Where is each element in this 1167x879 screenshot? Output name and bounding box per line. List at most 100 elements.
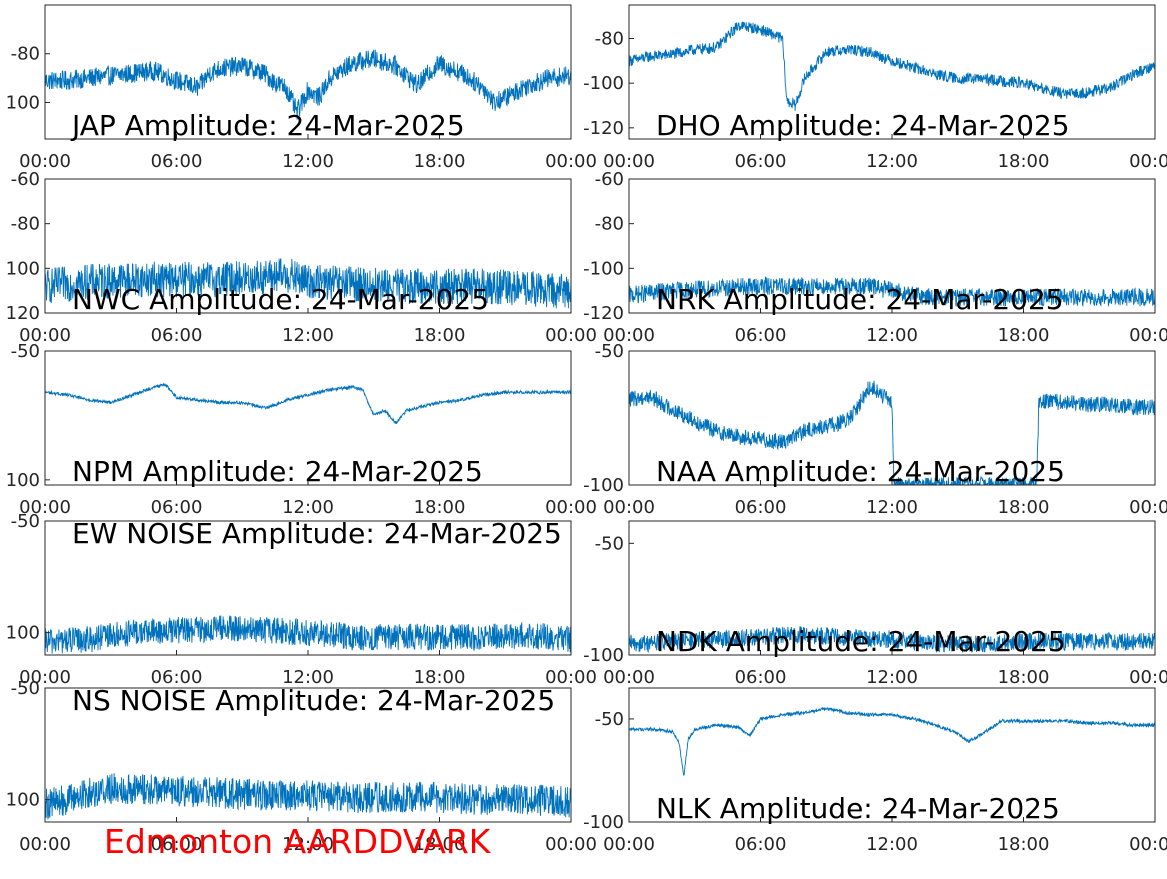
y-tick-label: 120 — [6, 303, 40, 324]
y-tick-label: -100 — [583, 475, 624, 496]
panel-title: NS NOISE Amplitude: 24-Mar-2025 — [72, 684, 555, 717]
y-tick-label: 100 — [6, 470, 40, 491]
x-tick-label: 00:00 — [19, 834, 71, 855]
y-tick-label: -80 — [595, 214, 624, 235]
x-tick-label: 06:00 — [151, 497, 203, 518]
x-tick-label: 00:00 — [19, 151, 71, 172]
y-tick-label: -120 — [583, 118, 624, 139]
panel-7: 00:00 06:00 12:00 18:00 00:00 -50 100 EW NOISE … — [6, 511, 597, 688]
x-tick-label: 00:00 — [603, 667, 655, 688]
x-tick-label: 12:00 — [282, 667, 334, 688]
y-tick-label: -50 — [595, 341, 624, 362]
x-tick-label: 00:00 — [545, 667, 597, 688]
panel-3: 00:00 06:00 12:00 18:00 00:00 -60 -80 100 120 NWC… — [6, 169, 597, 346]
x-tick-label: 12:00 — [282, 151, 334, 172]
data-trace — [45, 773, 571, 821]
x-tick-label: 18:00 — [998, 497, 1050, 518]
panel-9: 00:00 06:00 12:00 18:00 00:00 -50 100 NS NOISE … — [6, 678, 597, 855]
panel-2: 00:00 06:00 12:00 18:00 00:00 -80 -100 -120 DHO … — [583, 4, 1167, 172]
x-tick-label: 00:00 — [603, 497, 655, 518]
panel-1: 00:00 06:00 12:00 18:00 00:00 -80 100 JAP Ampli… — [6, 4, 597, 172]
x-tick-label: 00:00 — [545, 497, 597, 518]
x-tick-label: 18:00 — [998, 667, 1050, 688]
panel-4: 00:00 06:00 12:00 18:00 00:00 -60 -80 -100 -120 N… — [583, 169, 1167, 346]
data-trace — [629, 21, 1155, 111]
panel-10: 00:00 06:00 12:00 18:00 00:00 -50 -100 NLK Ampl… — [583, 687, 1167, 855]
panel-title: NAA Amplitude: 24-Mar-2025 — [656, 455, 1065, 488]
x-tick-label: 06:00 — [735, 325, 787, 346]
x-tick-label: 00:00 — [545, 151, 597, 172]
panel-title: NWC Amplitude: 24-Mar-2025 — [72, 283, 489, 316]
station-label: Edmonton AARDDVARK — [104, 822, 491, 861]
panel-title: NDK Amplitude: 24-Mar-2025 — [656, 625, 1066, 658]
y-tick-label: -100 — [583, 812, 624, 833]
x-tick-label: 00:00 — [545, 325, 597, 346]
x-tick-label: 12:00 — [282, 325, 334, 346]
panel-title: EW NOISE Amplitude: 24-Mar-2025 — [72, 517, 562, 550]
x-tick-label: 06:00 — [735, 151, 787, 172]
panel-title: NRK Amplitude: 24-Mar-2025 — [656, 283, 1064, 316]
data-trace — [45, 615, 571, 654]
x-tick-label: 18:00 — [414, 325, 466, 346]
y-tick-label: -80 — [595, 29, 624, 50]
x-tick-label: 06:00 — [151, 325, 203, 346]
y-tick-label: -120 — [583, 303, 624, 324]
y-tick-label: 100 — [6, 258, 40, 279]
x-tick-label: 00:00 — [19, 497, 71, 518]
x-tick-label: 00:00 — [19, 325, 71, 346]
x-tick-label: 06:00 — [151, 667, 203, 688]
y-tick-label: -80 — [11, 44, 40, 65]
y-tick-label: -100 — [583, 73, 624, 94]
panel-title: NPM Amplitude: 24-Mar-2025 — [72, 455, 483, 488]
y-tick-label: -50 — [11, 678, 40, 699]
x-tick-label: 06:00 — [151, 151, 203, 172]
x-tick-label: 00:00 — [1129, 497, 1167, 518]
panel-5: 00:00 06:00 12:00 18:00 00:00 -50 100 NPM Ampli… — [6, 341, 597, 518]
y-tick-label: -50 — [11, 341, 40, 362]
panel-title: NLK Amplitude: 24-Mar-2025 — [656, 792, 1060, 825]
data-trace — [629, 706, 1155, 777]
x-tick-label: 12:00 — [866, 497, 918, 518]
panel-8: 00:00 06:00 12:00 18:00 00:00 -50 -100 NDK Ampl… — [583, 520, 1167, 688]
x-tick-label: 12:00 — [866, 151, 918, 172]
y-tick-label: -60 — [11, 169, 40, 190]
x-tick-label: 00:00 — [19, 667, 71, 688]
x-tick-label: 00:00 — [545, 834, 597, 855]
data-trace — [629, 380, 1155, 485]
panel-title: JAP Amplitude: 24-Mar-2025 — [70, 109, 465, 142]
x-tick-label: 00:00 — [1129, 667, 1167, 688]
y-tick-label: 100 — [6, 92, 40, 113]
x-tick-label: 00:00 — [603, 834, 655, 855]
x-tick-label: 12:00 — [866, 667, 918, 688]
y-tick-label: -60 — [595, 169, 624, 190]
x-tick-label: 12:00 — [866, 325, 918, 346]
x-tick-label: 00:00 — [1129, 325, 1167, 346]
x-tick-label: 06:00 — [735, 834, 787, 855]
x-tick-label: 18:00 — [998, 325, 1050, 346]
panel-title: DHO Amplitude: 24-Mar-2025 — [656, 109, 1070, 142]
x-tick-label: 06:00 — [735, 497, 787, 518]
x-tick-label: 18:00 — [998, 151, 1050, 172]
x-tick-label: 18:00 — [414, 151, 466, 172]
x-tick-label: 18:00 — [998, 834, 1050, 855]
x-tick-label: 18:00 — [414, 667, 466, 688]
x-tick-label: 00:00 — [603, 325, 655, 346]
data-trace — [629, 626, 1155, 654]
y-tick-label: -50 — [11, 511, 40, 532]
x-tick-label: 12:00 — [282, 497, 334, 518]
data-trace — [629, 276, 1155, 307]
y-tick-label: -50 — [595, 709, 624, 730]
y-tick-label: -100 — [583, 645, 624, 666]
data-trace — [45, 49, 571, 120]
x-tick-label: 06:00 — [735, 667, 787, 688]
x-tick-label: 18:00 — [414, 497, 466, 518]
x-tick-label: 00:00 — [603, 151, 655, 172]
data-trace — [45, 258, 571, 309]
x-tick-label: 06:00 — [151, 834, 203, 855]
x-tick-label: 00:00 — [1129, 151, 1167, 172]
panel-6: 00:00 06:00 12:00 18:00 00:00 -50 -100 NAA Ampl… — [583, 341, 1167, 518]
x-tick-label: 12:00 — [282, 834, 334, 855]
y-tick-label: -80 — [11, 214, 40, 235]
y-tick-label: 100 — [6, 790, 40, 811]
